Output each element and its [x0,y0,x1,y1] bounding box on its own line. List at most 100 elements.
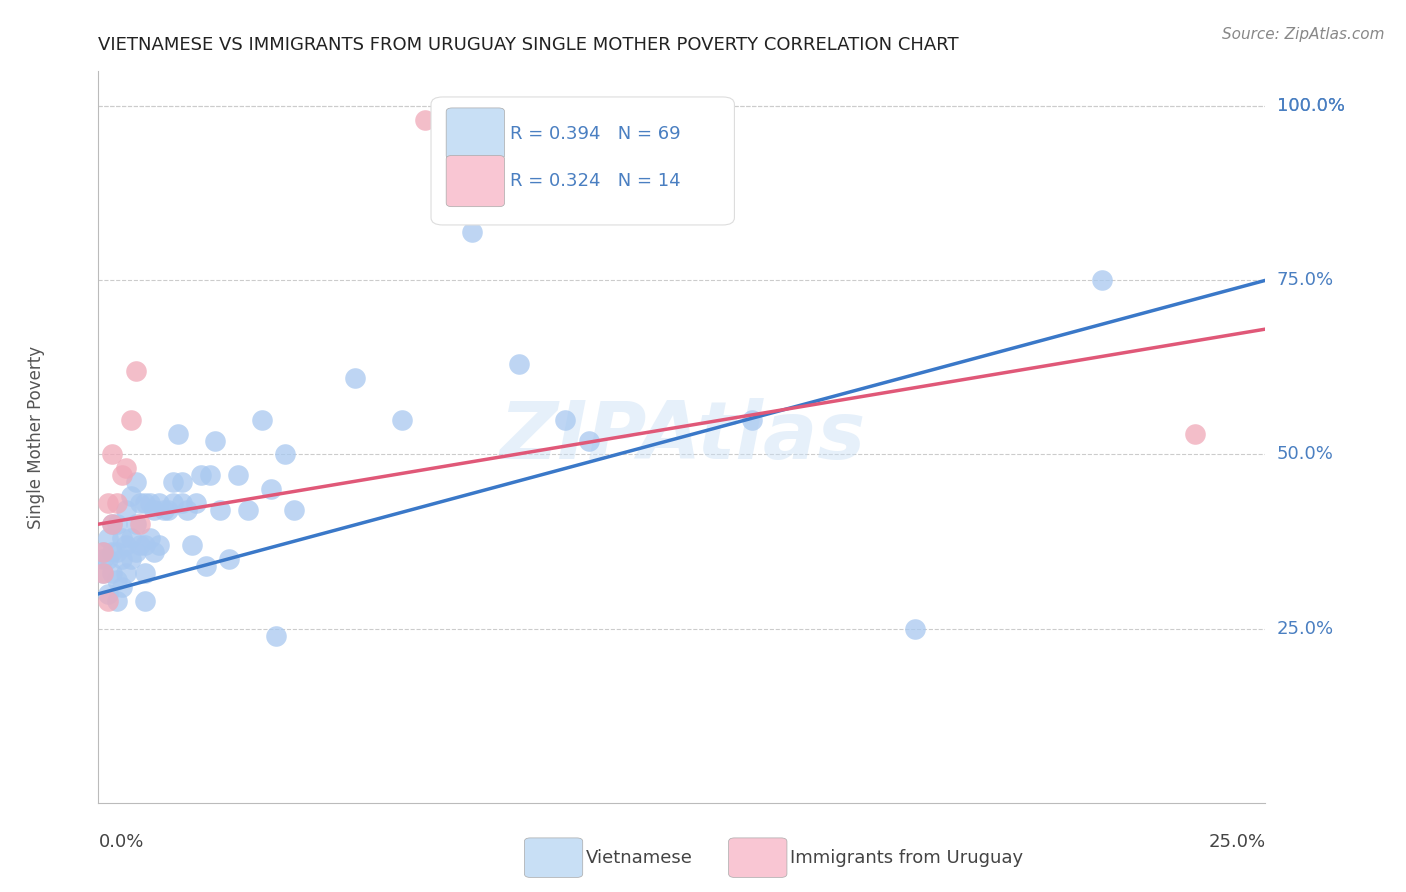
Point [101,545,124,559]
Point [190,468,212,483]
Point [344,371,367,385]
Point [97,496,120,510]
Point [134,496,156,510]
Point [218,552,240,566]
Point [115,566,138,580]
Point [228,468,250,483]
FancyBboxPatch shape [524,838,582,878]
Point [186,496,208,510]
FancyBboxPatch shape [446,108,505,159]
Point [250,412,273,426]
Point [172,475,194,490]
Point [148,538,170,552]
Point [152,503,174,517]
Point [105,594,128,608]
Point [101,517,124,532]
Point [91,545,114,559]
Point [125,364,148,378]
Point [115,503,138,517]
Text: 100.0%: 100.0% [1277,97,1344,115]
Point [97,594,120,608]
Point [461,225,484,239]
Text: 0.0%: 0.0% [98,833,143,851]
Point [260,483,283,497]
Point [134,594,156,608]
Point [101,448,124,462]
Point [204,434,226,448]
Point [413,113,436,128]
Point [97,587,120,601]
Text: 75.0%: 75.0% [1277,271,1334,289]
Point [162,496,184,510]
Text: VIETNAMESE VS IMMIGRANTS FROM URUGUAY SINGLE MOTHER POVERTY CORRELATION CHART: VIETNAMESE VS IMMIGRANTS FROM URUGUAY SI… [98,36,959,54]
Point [115,461,138,475]
Text: 25.0%: 25.0% [1277,620,1334,638]
Text: Source: ZipAtlas.com: Source: ZipAtlas.com [1222,27,1385,42]
Point [508,357,530,371]
FancyBboxPatch shape [728,838,787,878]
Point [97,531,120,545]
Point [264,629,287,643]
Point [166,426,188,441]
Point [554,412,576,426]
Point [904,622,927,636]
Point [120,412,142,426]
Point [1091,273,1114,287]
Point [129,517,152,532]
Point [129,496,152,510]
Point [274,448,297,462]
Point [578,434,600,448]
Point [120,531,142,545]
Text: 100.0%: 100.0% [1277,97,1344,115]
Point [1184,426,1206,441]
Text: Immigrants from Uruguay: Immigrants from Uruguay [790,848,1024,867]
Point [134,566,156,580]
FancyBboxPatch shape [446,155,505,207]
Point [125,517,148,532]
Text: ZIPAtlas: ZIPAtlas [499,398,865,476]
FancyBboxPatch shape [432,97,734,225]
Point [101,566,124,580]
Point [172,496,194,510]
Point [111,552,134,566]
Point [157,503,180,517]
Point [115,538,138,552]
Point [129,538,152,552]
Point [120,489,142,503]
Point [111,531,134,545]
Point [111,468,134,483]
Point [391,412,413,426]
Point [236,503,259,517]
Point [180,538,202,552]
Text: 25.0%: 25.0% [1208,833,1265,851]
Point [111,580,134,594]
Point [283,503,305,517]
Point [148,496,170,510]
Point [134,538,156,552]
Point [91,566,114,580]
Text: Vietnamese: Vietnamese [586,848,693,867]
Point [120,552,142,566]
Point [139,531,162,545]
Point [143,545,166,559]
Point [101,517,124,532]
Point [105,545,128,559]
Text: R = 0.324   N = 14: R = 0.324 N = 14 [510,172,681,190]
Point [741,412,763,426]
Point [176,503,198,517]
Point [139,496,162,510]
Point [194,558,217,573]
Point [143,503,166,517]
Point [105,573,128,587]
Point [91,545,114,559]
Point [200,468,222,483]
Point [125,475,148,490]
Text: 50.0%: 50.0% [1277,445,1333,464]
Point [91,566,114,580]
Text: Single Mother Poverty: Single Mother Poverty [27,345,45,529]
Point [91,552,114,566]
Point [162,475,184,490]
Text: R = 0.394   N = 69: R = 0.394 N = 69 [510,125,681,143]
Point [125,545,148,559]
Point [97,552,120,566]
